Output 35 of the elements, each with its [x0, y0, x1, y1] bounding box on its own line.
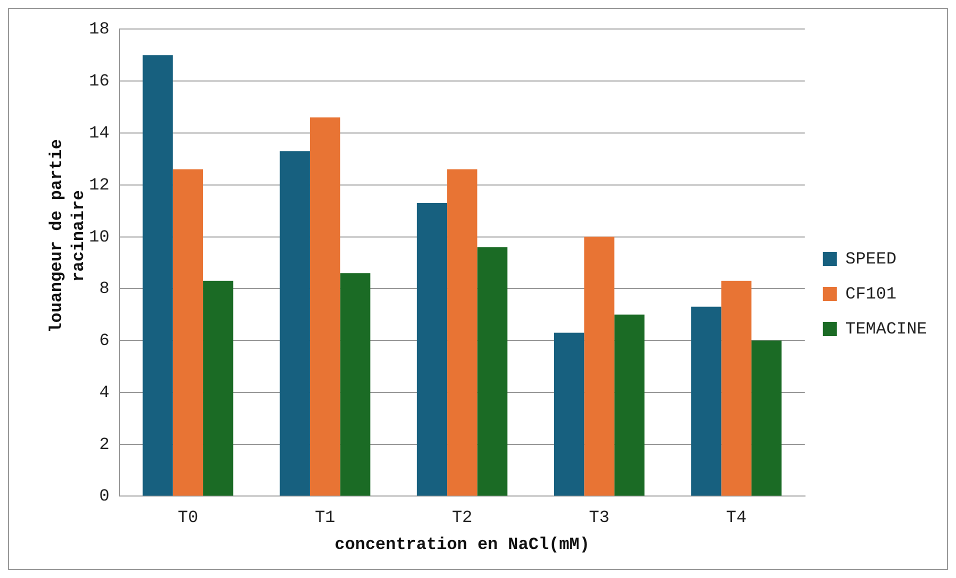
bar: [691, 306, 722, 496]
y-tick-label: 16: [88, 72, 110, 92]
bar: [416, 203, 448, 496]
x-tick-label: T1: [314, 508, 336, 528]
y-tick-label: 4: [99, 384, 110, 403]
x-axis-title: concentration en NaCl(mM): [334, 536, 590, 556]
legend-label: CF101: [845, 286, 896, 304]
bar: [721, 280, 752, 496]
y-tick-label: 18: [88, 20, 110, 40]
y-tick-label: 12: [88, 176, 110, 196]
y-tick-label: 10: [88, 228, 110, 248]
y-tick-label: 8: [99, 280, 110, 300]
bar: [203, 280, 234, 496]
bar: [584, 236, 614, 496]
bar: [751, 340, 782, 496]
legend-label: TEMACINE: [845, 320, 928, 340]
y-tick-label: 14: [88, 124, 110, 144]
x-tick-label: T4: [726, 508, 747, 528]
x-tick-label: T2: [452, 508, 472, 528]
bar: [142, 55, 173, 496]
bar: [340, 273, 370, 496]
y-tick-label: 2: [99, 436, 110, 455]
bar: [310, 117, 340, 496]
x-tick-label: T0: [178, 508, 198, 528]
x-tick-label: T3: [589, 508, 610, 528]
bar: [172, 169, 204, 496]
bar: [554, 332, 584, 496]
bar: [614, 314, 644, 496]
bar: [447, 169, 478, 496]
y-axis-title: louangeur de partie racinaire: [48, 139, 89, 333]
legend-label: SPEED: [845, 250, 896, 270]
y-tick-label: 0: [99, 488, 110, 507]
bar: [477, 247, 508, 496]
y-tick-label: 6: [99, 332, 110, 352]
bar: [280, 151, 310, 496]
